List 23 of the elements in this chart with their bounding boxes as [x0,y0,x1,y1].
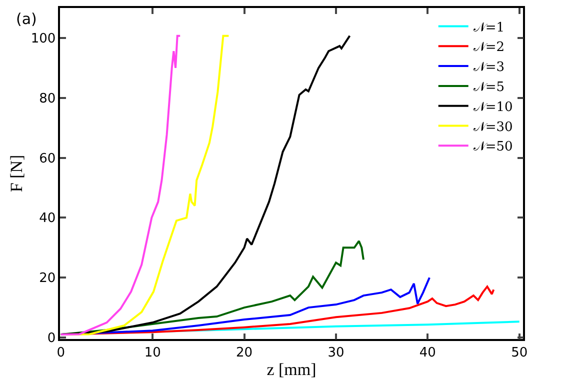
legend-label: 𝒩=50 [473,140,513,155]
x-tick-label: 30 [328,345,344,360]
x-tick-label: 50 [511,345,528,360]
legend-label: 𝒩=30 [473,120,513,135]
legend-label: 𝒩=1 [473,20,505,36]
text: (a) [16,10,37,28]
legend-label: 𝒩=10 [473,100,513,115]
y-tick-label: 100 [30,32,56,46]
legend-label: 𝒩=3 [473,60,505,76]
legend-label: 𝒩=5 [473,80,505,96]
legend-label: 𝒩=2 [473,40,505,56]
x-tick-label: 40 [419,345,436,360]
y-tick-label: 80 [39,91,56,106]
x-axis-title: z [mm] [266,360,316,380]
y-tick-label: 60 [39,151,56,166]
y-tick-label: 40 [39,211,56,226]
x-tick-label: 0 [56,345,66,360]
y-tick-label: 0 [47,331,56,346]
x-tick-label: 20 [236,345,253,360]
line-series [60,34,182,336]
y-axis-title: F [N] [6,154,26,192]
y-tick-label: 20 [39,271,56,286]
x-tick-label: 10 [144,345,161,360]
